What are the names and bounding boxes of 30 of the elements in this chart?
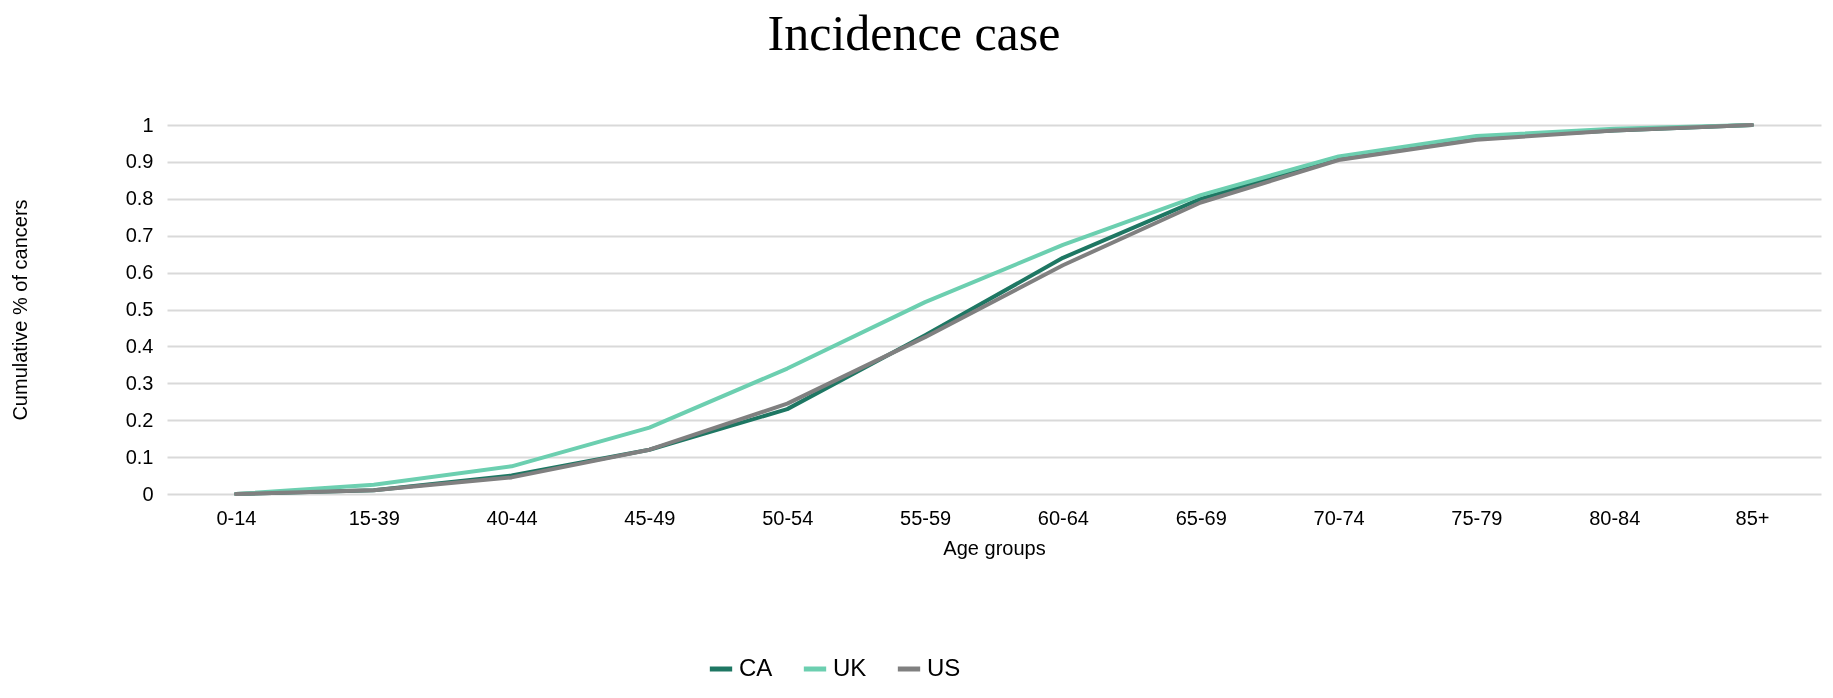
x-tick-label: 65-69	[1175, 506, 1227, 529]
y-tick-label: 0.1	[125, 445, 154, 468]
x-tick-label: 55-59	[900, 506, 952, 529]
y-tick-label: 0.6	[125, 261, 154, 284]
y-axis-title: Cumulative % of cancers	[8, 199, 31, 421]
y-tick-label: 0.9	[125, 150, 154, 173]
legend-label: CA	[739, 654, 773, 681]
x-tick-label: 80-84	[1589, 506, 1641, 529]
y-tick-label: 0.3	[125, 371, 154, 394]
x-tick-label: 70-74	[1313, 506, 1365, 529]
y-tick-label: 0.5	[125, 298, 154, 320]
line-series	[233, 123, 1755, 496]
y-tick-label: 0.2	[125, 408, 154, 431]
x-tick-label: 60-64	[1037, 506, 1089, 529]
x-tick-label: 15-39	[348, 506, 400, 529]
y-tick-label: 0.8	[125, 187, 154, 210]
x-tick-label: 45-49	[624, 506, 676, 529]
y-tick-label: 1	[142, 113, 154, 136]
x-tick-label: 40-44	[486, 506, 538, 529]
chart-title: Incidence case	[767, 5, 1061, 61]
x-tick-label: 85+	[1735, 506, 1770, 529]
x-tick-label: 50-54	[762, 506, 814, 529]
y-tick-label: 0.4	[125, 334, 154, 357]
y-tick-label: 0	[142, 482, 154, 505]
y-tick-label: 0.7	[125, 224, 154, 247]
legend-label: US	[927, 654, 961, 681]
legend-label: UK	[833, 654, 867, 681]
x-tick-label: 0-14	[216, 506, 257, 529]
x-axis-title: Age groups	[943, 536, 1046, 559]
x-tick-label: 75-79	[1451, 506, 1503, 529]
